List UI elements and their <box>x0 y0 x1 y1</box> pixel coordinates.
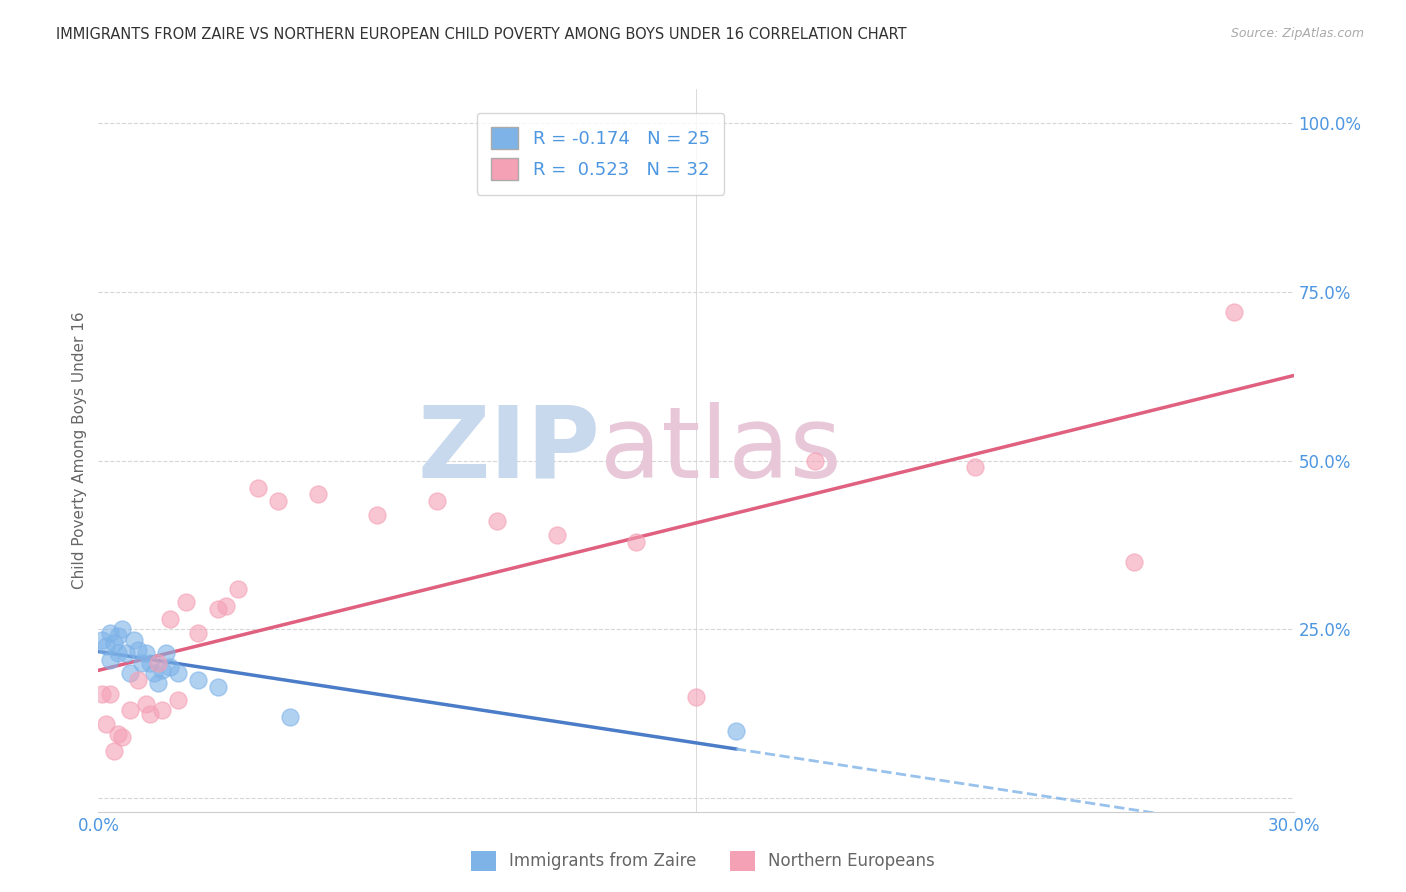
Point <box>804 453 827 467</box>
Point <box>107 727 129 741</box>
Text: atlas: atlas <box>600 402 842 499</box>
Point <box>207 602 229 616</box>
Text: IMMIGRANTS FROM ZAIRE VS NORTHERN EUROPEAN CHILD POVERTY AMONG BOYS UNDER 16 COR: IMMIGRANTS FROM ZAIRE VS NORTHERN EUROPE… <box>56 27 907 42</box>
Y-axis label: Child Poverty Among Boys Under 16: Child Poverty Among Boys Under 16 <box>72 311 87 590</box>
Point <box>366 508 388 522</box>
Point <box>139 656 162 670</box>
Point <box>91 632 114 647</box>
Point <box>155 646 177 660</box>
Legend: Immigrants from Zaire, Northern Europeans: Immigrants from Zaire, Northern European… <box>463 842 943 880</box>
Text: Source: ZipAtlas.com: Source: ZipAtlas.com <box>1230 27 1364 40</box>
Point <box>215 599 238 613</box>
Point <box>111 731 134 745</box>
Point <box>139 706 162 721</box>
Point <box>135 697 157 711</box>
Point <box>135 646 157 660</box>
Point <box>626 534 648 549</box>
Point <box>207 680 229 694</box>
Point <box>167 693 190 707</box>
Point <box>115 646 138 660</box>
Point <box>127 642 149 657</box>
Point <box>226 582 249 596</box>
Point <box>127 673 149 687</box>
Point <box>107 646 129 660</box>
Point <box>267 494 290 508</box>
Point <box>98 687 122 701</box>
Point <box>103 636 125 650</box>
Point <box>167 666 190 681</box>
Point <box>546 528 568 542</box>
Point <box>150 703 173 717</box>
Point <box>963 460 986 475</box>
Point <box>174 595 197 609</box>
Point <box>91 687 114 701</box>
Point <box>1223 305 1246 319</box>
Point <box>307 487 329 501</box>
Point <box>187 625 209 640</box>
Point <box>148 656 170 670</box>
Point <box>120 703 142 717</box>
Point <box>1123 555 1146 569</box>
Point <box>148 676 170 690</box>
Point <box>485 514 508 528</box>
Point <box>187 673 209 687</box>
Point <box>143 666 166 681</box>
Point <box>159 659 181 673</box>
Point <box>98 625 122 640</box>
Point <box>98 653 122 667</box>
Point <box>246 481 269 495</box>
Point <box>103 744 125 758</box>
Point <box>96 640 118 654</box>
Point <box>278 710 301 724</box>
Legend: R = -0.174   N = 25, R =  0.523   N = 32: R = -0.174 N = 25, R = 0.523 N = 32 <box>477 112 724 194</box>
Point <box>124 632 146 647</box>
Point <box>111 623 134 637</box>
Point <box>724 723 747 738</box>
Point <box>150 663 173 677</box>
Point <box>107 629 129 643</box>
Text: ZIP: ZIP <box>418 402 600 499</box>
Point <box>685 690 707 704</box>
Point <box>159 612 181 626</box>
Point <box>426 494 449 508</box>
Point <box>96 717 118 731</box>
Point <box>131 656 153 670</box>
Point <box>120 666 142 681</box>
